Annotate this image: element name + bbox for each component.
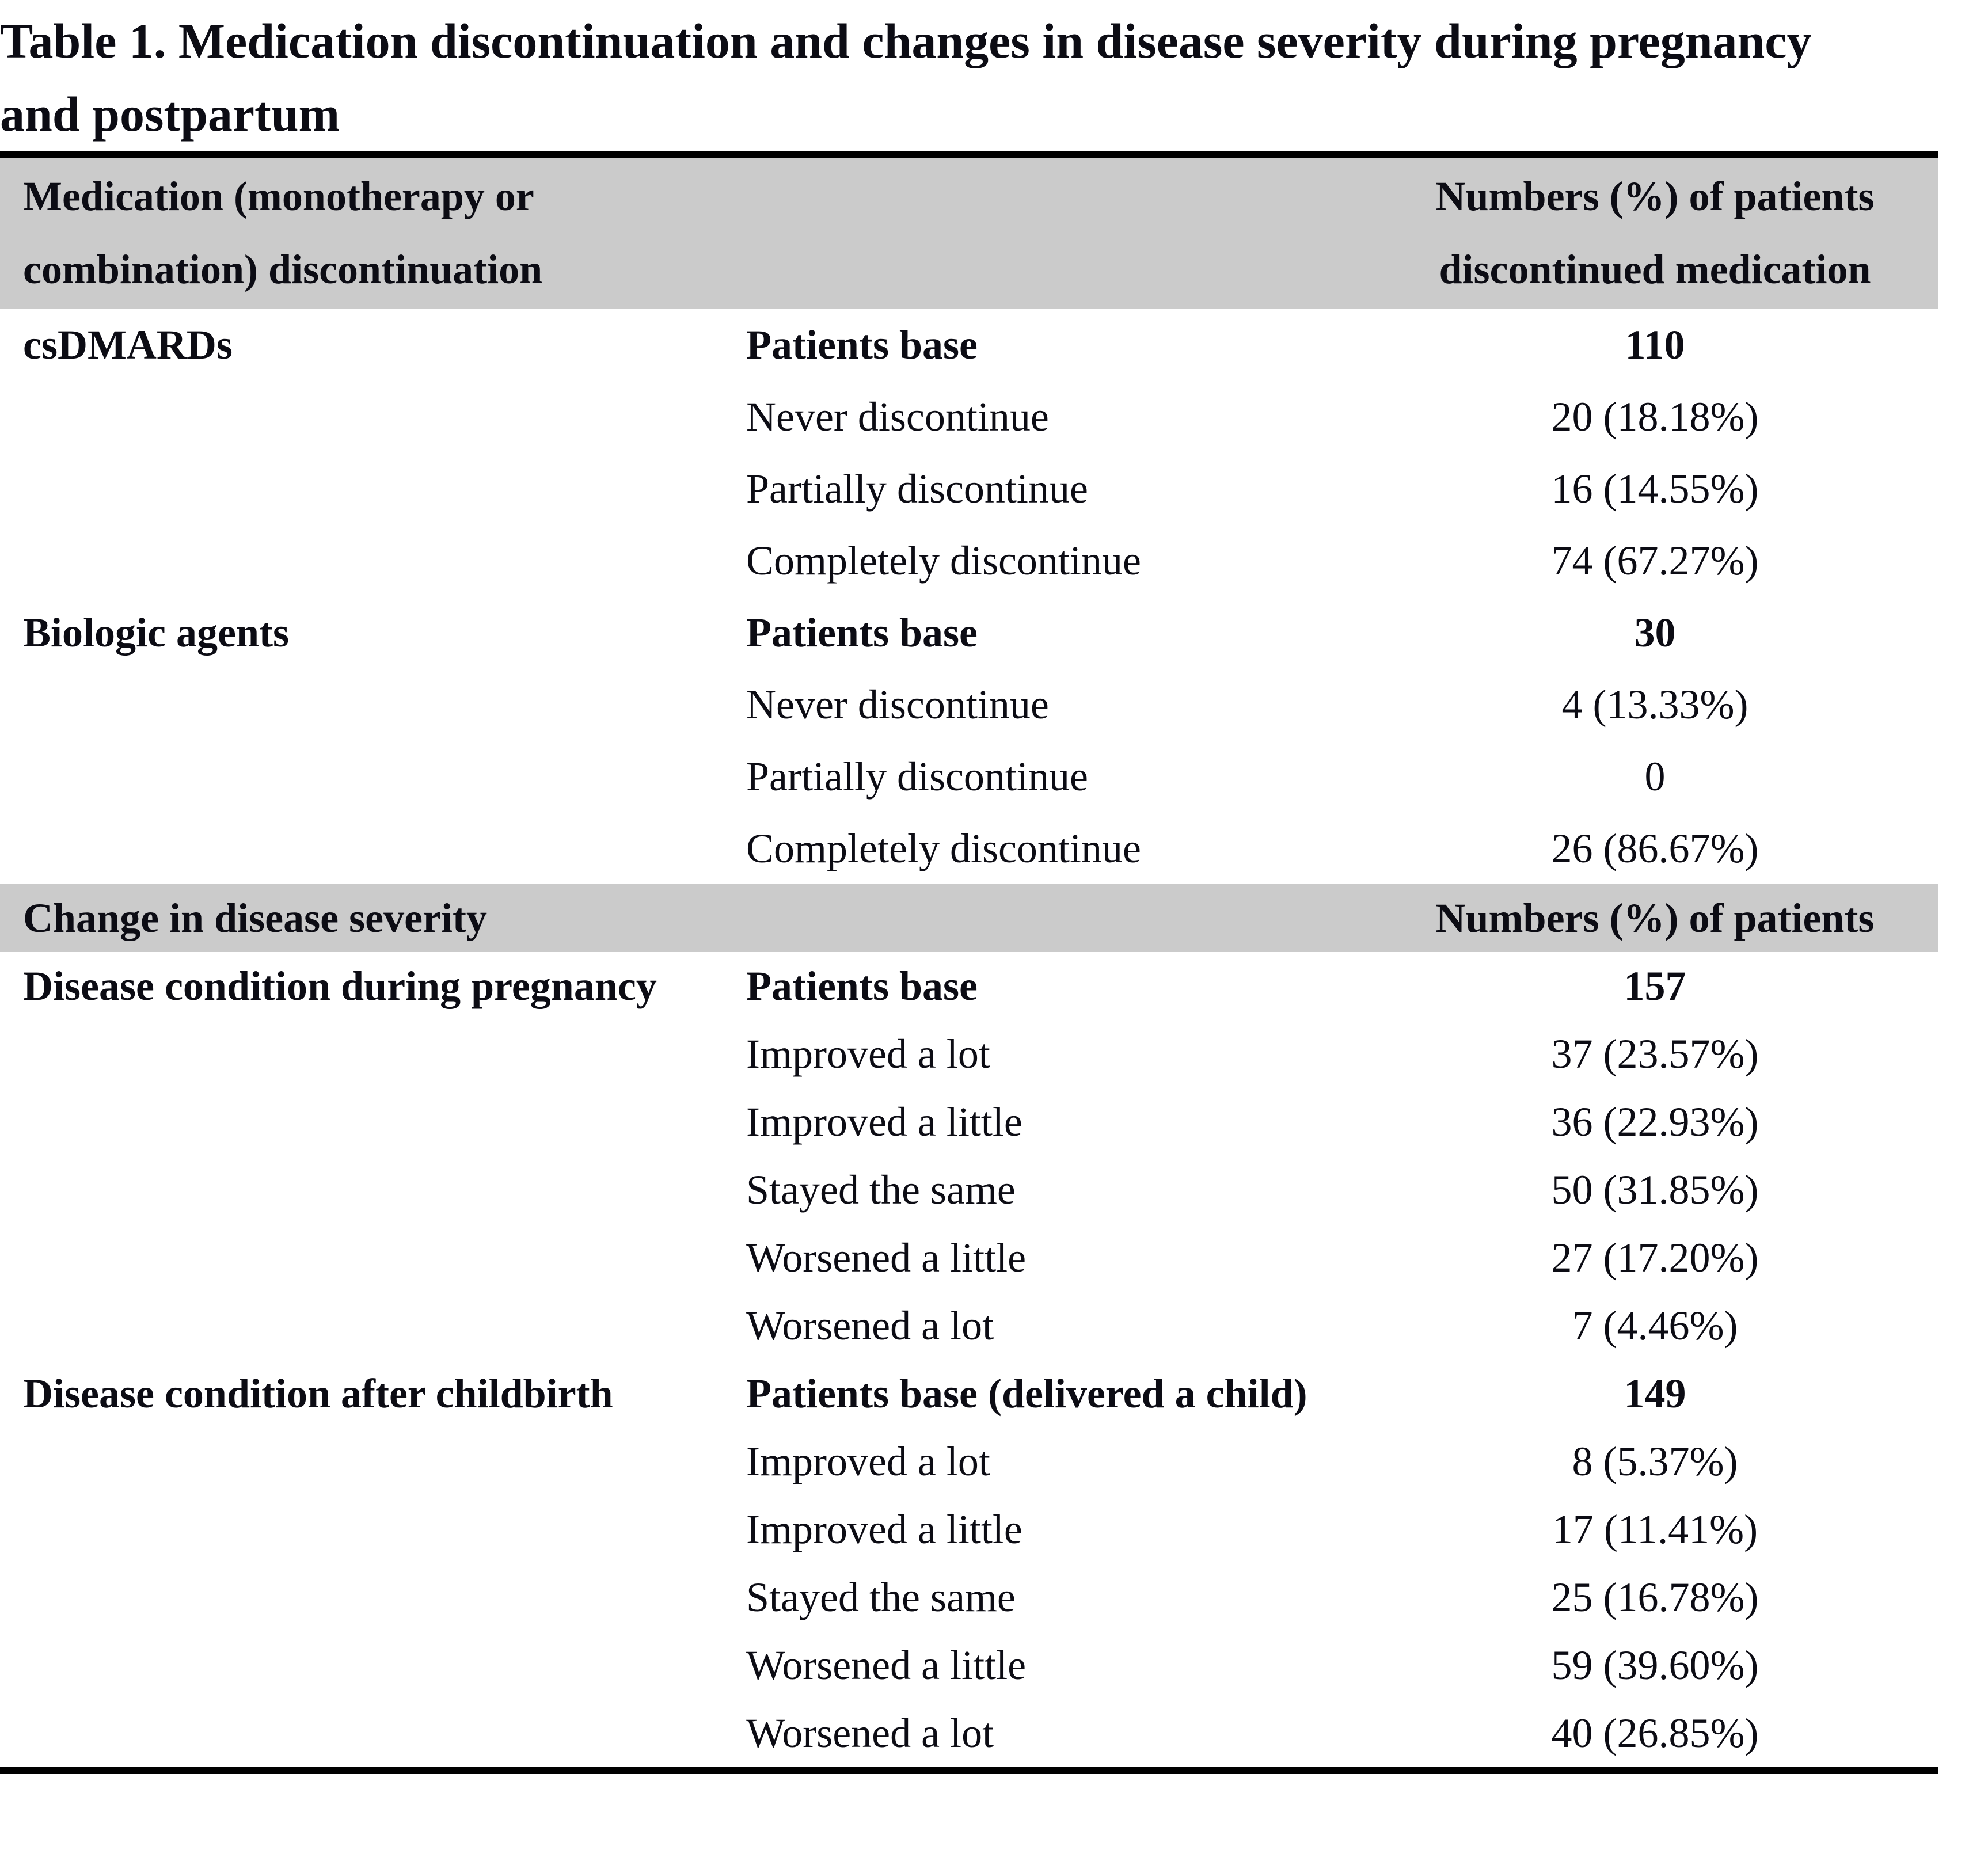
header-medication-numbers-label: Numbers (%) of patients discontinued med… <box>1435 173 1875 292</box>
table-row: Worsened a lot 40 (26.85%) <box>0 1699 1938 1767</box>
row-category-label: Never discontinue <box>746 681 1049 728</box>
row-value: 74 (67.27%) <box>1551 537 1759 584</box>
row-category-label: Improved a little <box>746 1099 1022 1145</box>
row-value: 27 (17.20%) <box>1551 1235 1759 1281</box>
row-category-label: Completely discontinue <box>746 537 1141 584</box>
table-row: Partially discontinue 16 (14.55%) <box>0 452 1938 524</box>
table-row: Never discontinue 4 (13.33%) <box>0 668 1938 740</box>
row-category-label: Never discontinue <box>746 393 1049 440</box>
row-value: 157 <box>1624 963 1686 1009</box>
table-row: Worsened a little 27 (17.20%) <box>0 1224 1938 1292</box>
row-value: 30 <box>1634 609 1676 656</box>
row-category-label: Partially discontinue <box>746 465 1088 512</box>
row-value: 7 (4.46%) <box>1572 1303 1738 1349</box>
table-title-line-1: Table 1. Medication discontinuation and … <box>0 13 1812 68</box>
table-row: Stayed the same 25 (16.78%) <box>0 1563 1938 1631</box>
row-category-label: Improved a little <box>746 1506 1022 1552</box>
table-top-rule <box>0 151 1938 158</box>
row-category-label: Worsened a lot <box>746 1303 994 1349</box>
row-category-label: Improved a lot <box>746 1031 990 1077</box>
header-medication-label: Medication (monotherapy or combination) … <box>23 173 543 292</box>
row-value: 16 (14.55%) <box>1551 465 1759 512</box>
table-row: Completely discontinue 74 (67.27%) <box>0 524 1938 596</box>
severity-rows: Disease condition during pregnancy Patien… <box>0 952 1938 1767</box>
header-band-severity: Change in disease severity Numbers (%) o… <box>0 884 1938 952</box>
row-value: 40 (26.85%) <box>1551 1710 1759 1756</box>
table-bottom-rule <box>0 1767 1938 1774</box>
row-value: 37 (23.57%) <box>1551 1031 1759 1077</box>
table-title: Table 1. Medication discontinuation and … <box>0 0 1988 151</box>
data-table: Medication (monotherapy or combination) … <box>0 151 1938 1774</box>
row-category-label: Worsened a little <box>746 1235 1027 1281</box>
row-value: 59 (39.60%) <box>1551 1642 1759 1688</box>
row-category-label: Patients base <box>746 963 978 1009</box>
row-value: 110 <box>1625 321 1685 368</box>
row-value: 36 (22.93%) <box>1551 1099 1759 1145</box>
table-row: Worsened a little 59 (39.60%) <box>0 1631 1938 1699</box>
table-row: Improved a little 17 (11.41%) <box>0 1495 1938 1563</box>
table-row: Worsened a lot 7 (4.46%) <box>0 1292 1938 1360</box>
row-group-label: Biologic agents <box>23 609 289 656</box>
header-severity-label: Change in disease severity <box>23 894 487 941</box>
row-value: 25 (16.78%) <box>1551 1574 1759 1620</box>
table-row: Biologic agents Patients base 30 <box>0 596 1938 668</box>
row-category-label: Stayed the same <box>746 1167 1016 1213</box>
table-row: Disease condition after childbirth Patien… <box>0 1360 1938 1428</box>
row-category-label: Improved a lot <box>746 1438 990 1484</box>
row-group-label: Disease condition during pregnancy <box>23 963 657 1009</box>
table-row: csDMARDs Patients base 110 <box>0 309 1938 380</box>
row-value: 8 (5.37%) <box>1572 1438 1738 1484</box>
table-title-line-2: and postpartum <box>0 86 340 142</box>
table-row: Partially discontinue 0 <box>0 740 1938 812</box>
row-category-label: Patients base (delivered a child) <box>746 1371 1307 1417</box>
table-row: Improved a little 36 (22.93%) <box>0 1088 1938 1156</box>
row-group-label: Disease condition after childbirth <box>23 1371 613 1417</box>
row-category-label: Partially discontinue <box>746 753 1088 800</box>
table-row: Disease condition during pregnancy Patien… <box>0 952 1938 1020</box>
medication-rows: csDMARDs Patients base 110 Never discontinu… <box>0 309 1938 884</box>
row-value: 0 <box>1644 753 1666 800</box>
table-row: Improved a lot 37 (23.57%) <box>0 1020 1938 1088</box>
table-row: Stayed the same 50 (31.85%) <box>0 1156 1938 1224</box>
header-severity-numbers-label: Numbers (%) of patients <box>1435 894 1875 941</box>
row-category-label: Patients base <box>746 321 978 368</box>
row-category-label: Worsened a little <box>746 1642 1027 1688</box>
row-value: 20 (18.18%) <box>1551 393 1759 440</box>
row-value: 17 (11.41%) <box>1552 1506 1758 1552</box>
table-row: Never discontinue 20 (18.18%) <box>0 380 1938 452</box>
row-value: 149 <box>1624 1371 1686 1417</box>
row-category-label: Stayed the same <box>746 1574 1016 1620</box>
row-category-label: Worsened a lot <box>746 1710 994 1756</box>
row-category-label: Completely discontinue <box>746 825 1141 871</box>
row-value: 50 (31.85%) <box>1551 1167 1759 1213</box>
table-row: Completely discontinue 26 (86.67%) <box>0 812 1938 884</box>
row-group-label: csDMARDs <box>23 321 233 368</box>
header-band-medication: Medication (monotherapy or combination) … <box>0 158 1938 309</box>
row-category-label: Patients base <box>746 609 978 656</box>
table-row: Improved a lot 8 (5.37%) <box>0 1428 1938 1495</box>
row-value: 26 (86.67%) <box>1551 825 1759 871</box>
row-value: 4 (13.33%) <box>1561 681 1748 728</box>
